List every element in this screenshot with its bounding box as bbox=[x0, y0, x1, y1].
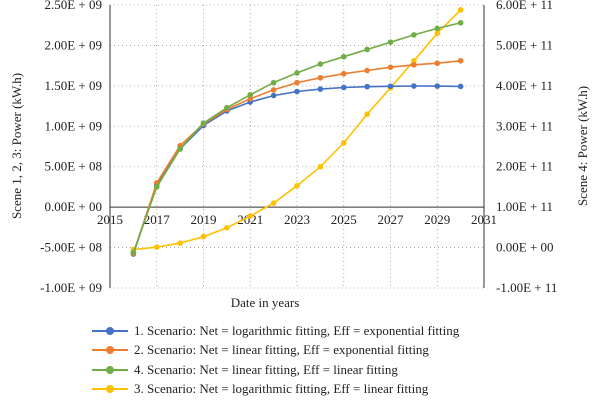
series-layer bbox=[130, 7, 464, 257]
data-point bbox=[387, 64, 394, 71]
legend-swatch bbox=[92, 382, 128, 396]
data-point bbox=[294, 70, 300, 76]
y-tick-label-left: 1.00E + 09 bbox=[44, 118, 102, 133]
y-tick-label-left: 2.50E + 09 bbox=[44, 0, 102, 12]
y-tick-label-right: 6.00E + 11 bbox=[496, 0, 553, 12]
data-point bbox=[247, 95, 254, 102]
data-point bbox=[340, 70, 347, 77]
data-point bbox=[294, 182, 300, 189]
data-point bbox=[224, 104, 230, 111]
data-point bbox=[224, 224, 230, 231]
data-point bbox=[200, 120, 207, 126]
x-tick-label: 2021 bbox=[237, 212, 263, 227]
y-tick-label-right: 4.00E + 11 bbox=[496, 78, 553, 93]
data-point bbox=[340, 53, 347, 60]
data-point bbox=[411, 83, 417, 89]
data-point bbox=[364, 83, 370, 90]
data-point bbox=[270, 92, 277, 99]
legend-item-scenario-4: 4. Scenario: Net = linear fitting, Eff =… bbox=[92, 360, 592, 380]
data-point bbox=[434, 60, 441, 67]
legend-swatch bbox=[92, 363, 128, 377]
y-tick-label-left: 5.00E + 08 bbox=[44, 159, 102, 174]
data-point bbox=[130, 249, 137, 256]
data-point bbox=[153, 184, 160, 190]
y-tick-label-right: 5.00E + 11 bbox=[496, 37, 553, 52]
data-point bbox=[364, 111, 370, 117]
data-point bbox=[200, 233, 207, 240]
data-point bbox=[411, 32, 417, 38]
x-tick-label: 2023 bbox=[284, 212, 310, 227]
legend-label: 4. Scenario: Net = linear fitting, Eff =… bbox=[134, 361, 398, 377]
data-point bbox=[177, 240, 183, 246]
data-point bbox=[434, 25, 441, 32]
data-point bbox=[247, 91, 254, 98]
data-point bbox=[457, 19, 464, 26]
y-tick-label-right: -1.00E + 11 bbox=[496, 280, 557, 295]
axes: -1.00E + 09 -1.00E + 11 -5.00E + 08 0.00E +… bbox=[40, 0, 557, 295]
data-point bbox=[317, 163, 324, 170]
y-tick-label-right: 2.00E + 11 bbox=[496, 159, 553, 174]
x-tick-label: 2025 bbox=[331, 212, 357, 227]
data-point bbox=[457, 7, 464, 13]
data-point bbox=[364, 46, 370, 53]
data-point bbox=[177, 146, 183, 152]
data-point bbox=[270, 87, 277, 93]
data-point bbox=[153, 244, 160, 250]
data-point bbox=[270, 79, 277, 86]
legend-item-scenario-3: 3. Scenario: Net = logarithmic fitting, … bbox=[92, 380, 592, 400]
x-tick-label: 2027 bbox=[378, 212, 405, 227]
data-point bbox=[387, 39, 394, 45]
data-point bbox=[294, 79, 300, 86]
data-point bbox=[317, 74, 324, 81]
data-point bbox=[340, 84, 347, 91]
legend-label: 3. Scenario: Net = logarithmic fitting, … bbox=[134, 381, 429, 397]
data-point bbox=[247, 213, 254, 219]
legend-swatch bbox=[92, 343, 128, 357]
data-point bbox=[294, 88, 300, 95]
y-tick-label-left: -1.00E + 09 bbox=[40, 280, 102, 295]
data-point bbox=[411, 62, 417, 68]
data-point bbox=[387, 83, 394, 90]
data-point bbox=[270, 200, 277, 206]
data-point bbox=[340, 140, 347, 146]
data-point bbox=[457, 83, 464, 90]
y-tick-label-left: 1.50E + 09 bbox=[44, 78, 102, 93]
y-axis-title-left: Scene 1, 2, 3: Power (kW.h) bbox=[9, 73, 24, 219]
data-point bbox=[434, 30, 441, 37]
y-tick-label-right: 3.00E + 11 bbox=[496, 118, 553, 133]
line-chart: -1.00E + 09 -1.00E + 11 -5.00E + 08 0.00E +… bbox=[9, 0, 590, 310]
y-tick-label-left: 0.00E + 00 bbox=[44, 199, 102, 214]
legend-item-scenario-2: 2. Scenario: Net = linear fitting, Eff =… bbox=[92, 341, 592, 361]
y-tick-label-right: 0.00E + 00 bbox=[496, 240, 554, 255]
y-tick-label-left: -5.00E + 08 bbox=[40, 240, 102, 255]
x-tick-label: 2029 bbox=[424, 212, 450, 227]
data-point bbox=[364, 67, 370, 74]
data-point bbox=[317, 86, 324, 92]
data-point bbox=[317, 61, 324, 67]
data-point bbox=[434, 83, 441, 89]
series-3 bbox=[130, 19, 464, 256]
y-tick-label-right: 1.00E + 11 bbox=[496, 199, 553, 214]
data-point bbox=[411, 57, 417, 64]
legend: 1. Scenario: Net = logarithmic fitting, … bbox=[92, 321, 592, 399]
legend-item-scenario-1: 1. Scenario: Net = logarithmic fitting, … bbox=[92, 321, 592, 341]
x-tick-label: 2017 bbox=[144, 212, 171, 227]
data-point bbox=[457, 57, 464, 64]
x-axis-title: Date in years bbox=[231, 295, 300, 310]
legend-label: 2. Scenario: Net = linear fitting, Eff =… bbox=[134, 342, 429, 358]
legend-swatch bbox=[92, 324, 128, 338]
legend-label: 1. Scenario: Net = logarithmic fitting, … bbox=[134, 322, 460, 338]
series-4 bbox=[130, 7, 464, 253]
x-tick-label: 2019 bbox=[191, 212, 217, 227]
y-tick-label-left: 2.00E + 09 bbox=[44, 37, 102, 52]
y-axis-title-right: Scene 4: Power (kW.h) bbox=[575, 86, 590, 206]
